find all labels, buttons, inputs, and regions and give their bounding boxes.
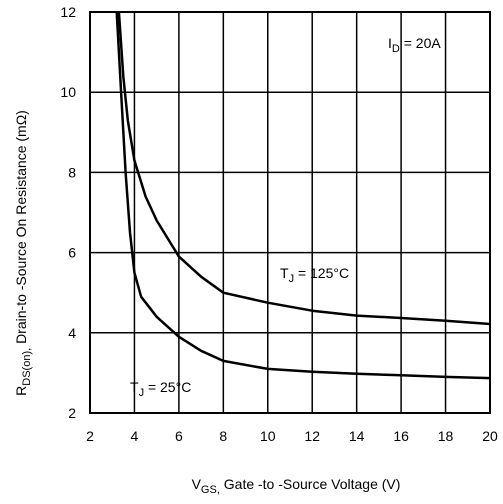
y-tick-label: 12 — [60, 4, 76, 20]
x-tick-label: 6 — [175, 428, 183, 444]
x-tick-label: 8 — [219, 428, 227, 444]
y-tick-label: 10 — [60, 84, 76, 100]
x-tick-label: 4 — [131, 428, 139, 444]
series-line-25c — [115, 11, 491, 380]
x-tick-label: 16 — [393, 428, 409, 444]
x-tick-label: 12 — [304, 428, 320, 444]
y-axis-title: RDS(on), Drain-to -Source On Resistance … — [13, 110, 33, 396]
x-tick-label: 20 — [482, 428, 498, 444]
series-label-125c: TJ = 125°C — [280, 265, 349, 285]
y-tick-label: 4 — [68, 325, 76, 341]
series-line-125c — [117, 11, 491, 326]
y-tick-label: 6 — [68, 245, 76, 261]
tick-labels: 2 4 6 8 10 12 14 16 18 20 2 4 6 8 10 12 — [60, 4, 498, 444]
x-tick-label: 10 — [260, 428, 276, 444]
x-tick-label: 18 — [438, 428, 454, 444]
y-tick-label: 8 — [68, 164, 76, 180]
x-tick-label: 2 — [86, 428, 94, 444]
grid — [89, 11, 491, 414]
drain-current-annotation: ID = 20A — [388, 35, 441, 55]
series-label-25c: TJ = 25°C — [130, 379, 191, 399]
x-axis-title: VGS, Gate -to -Source Voltage (V) — [192, 476, 401, 496]
x-tick-label: 14 — [349, 428, 365, 444]
y-tick-label: 2 — [68, 405, 76, 421]
plot-frame — [89, 11, 491, 414]
series-lines — [115, 11, 491, 380]
